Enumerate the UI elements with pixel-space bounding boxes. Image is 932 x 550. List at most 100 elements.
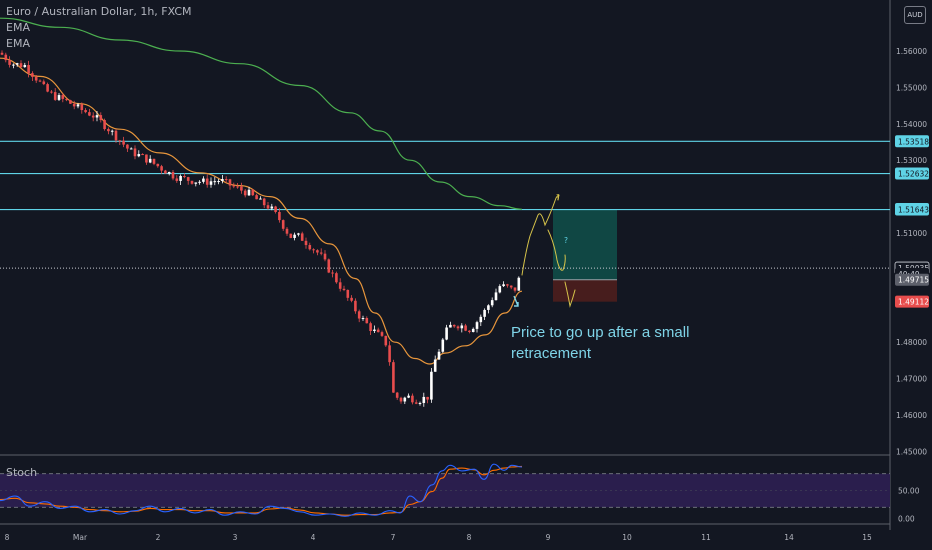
time-tick-label: 9 (546, 533, 551, 542)
grid (0, 0, 891, 530)
stoch-indicator-label[interactable]: Stoch (6, 466, 38, 479)
candle-body (449, 324, 452, 328)
price-tick-label: 1.45000 (896, 447, 927, 456)
candle-body (167, 172, 171, 174)
candle-body (502, 284, 505, 287)
time-tick-label: Mar (73, 533, 88, 542)
target-zone (553, 209, 617, 280)
candle-body (456, 326, 460, 329)
candle-body (0, 52, 4, 55)
candle-body (285, 228, 289, 234)
price-label-box (895, 203, 929, 216)
candle-body (95, 115, 99, 118)
time-tick-label: 10 (622, 533, 632, 542)
candle-body (312, 249, 315, 251)
candle-body (506, 284, 509, 286)
price-label-box (895, 273, 929, 286)
price-tick-label: 1.55000 (896, 83, 927, 92)
candle-body (126, 144, 129, 149)
time-axis[interactable]: 8 Mar 2 3 4 7 8 9 10 11 14 15 (5, 533, 872, 542)
candle-body (84, 110, 87, 113)
ema-slow-line (0, 17, 523, 210)
price-label-text: 1.53518 (898, 137, 929, 146)
candle-body (57, 95, 61, 100)
candle-body (65, 98, 68, 101)
annotation-line-1: Price to go up after a small (511, 324, 690, 341)
hand-drawn-sketch: ?? (513, 193, 576, 308)
candle-body (426, 396, 429, 400)
candle-body (414, 402, 418, 404)
candle-body (293, 234, 296, 238)
candle-body (53, 92, 57, 100)
candle-body (479, 316, 483, 323)
candle-body (354, 300, 357, 312)
position-tool[interactable] (553, 209, 617, 302)
candle-body (160, 166, 163, 171)
candle-body (243, 190, 247, 196)
price-tick-label: 1.56000 (896, 47, 927, 56)
candle-body (221, 179, 224, 182)
candle-body (61, 95, 65, 99)
candles (0, 50, 521, 407)
currency-button[interactable]: AUD (904, 6, 926, 24)
annotation-arrow (513, 295, 519, 307)
candle-body (418, 402, 422, 404)
symbol-title[interactable]: Euro / Australian Dollar, 1h, FXCM (6, 5, 192, 18)
candle-body (50, 91, 53, 93)
candle-body (319, 252, 323, 254)
price-tick-label: 1.47000 (896, 375, 927, 384)
candle-body (471, 328, 475, 332)
candle-body (487, 305, 490, 310)
candle-body (331, 272, 334, 274)
candle-body (88, 112, 91, 116)
candle-body (281, 220, 285, 229)
zone-question-mark: ? (564, 236, 568, 245)
ema-indicator-2-label[interactable]: EMA (6, 37, 30, 50)
ema-lines (0, 17, 523, 365)
candle-body (129, 148, 133, 150)
candle-body (494, 292, 498, 301)
candle-body (122, 140, 125, 145)
price-label-box (895, 295, 929, 308)
candle-body (190, 180, 194, 184)
candle-body (380, 332, 384, 336)
stoch-pane (0, 463, 890, 517)
price-label-text: 1.51643 (898, 206, 929, 215)
candle-body (179, 175, 182, 181)
candle-body (308, 245, 312, 250)
candle-body (376, 329, 380, 333)
candle-body (31, 73, 34, 77)
candle-body (171, 172, 175, 179)
price-axis[interactable]: 1.56000 1.55000 1.54000 1.53000 1.51000 1.480… (894, 47, 930, 524)
price-label-box (895, 167, 929, 180)
candle-body (350, 297, 353, 301)
candle-body (278, 211, 281, 221)
stoch-tick-label: 50.00 (898, 487, 920, 496)
candle-body (103, 120, 106, 130)
candle-body (323, 253, 327, 260)
ema-fast-line (0, 57, 523, 365)
horizontal-levels[interactable] (0, 140, 890, 269)
candle-body (369, 323, 372, 332)
price-label-text: 1.49112 (898, 298, 929, 307)
candle-body (236, 186, 239, 188)
candle-body (110, 130, 114, 132)
candle-body (80, 104, 84, 111)
candle-body (107, 129, 110, 132)
candle-body (430, 371, 433, 400)
candle-body (403, 397, 407, 402)
candle-body (373, 329, 376, 332)
candle-body (274, 206, 277, 212)
annotation-line-2: retracement (511, 345, 592, 362)
candle-body (27, 65, 30, 74)
candle-body (316, 250, 319, 253)
time-tick-label: 8 (5, 533, 10, 542)
candle-body (202, 178, 205, 182)
ema-indicator-1-label[interactable]: EMA (6, 21, 30, 34)
candle-body (145, 154, 148, 163)
candle-body (118, 140, 122, 142)
candle-body (19, 63, 23, 68)
candle-body (69, 100, 72, 104)
